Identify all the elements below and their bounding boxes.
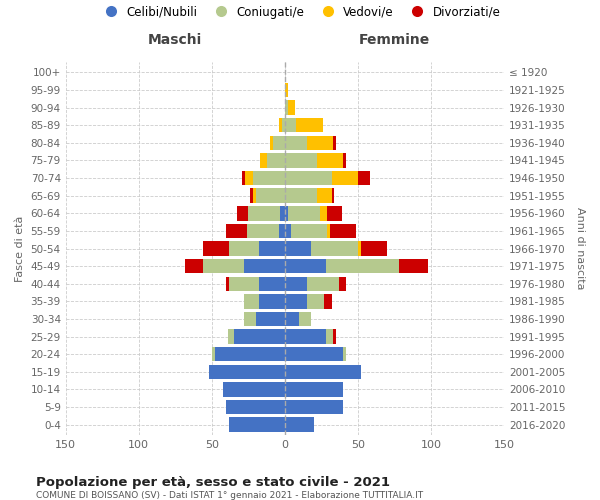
Y-axis label: Fasce di età: Fasce di età <box>15 216 25 282</box>
Bar <box>317 188 332 203</box>
Bar <box>256 188 285 203</box>
Bar <box>203 242 229 256</box>
Bar <box>399 259 428 274</box>
Bar <box>259 276 285 291</box>
Bar <box>242 171 245 186</box>
Bar <box>280 206 285 220</box>
Bar <box>288 100 295 115</box>
Bar <box>285 136 307 150</box>
Bar <box>226 276 229 291</box>
Bar <box>203 259 244 274</box>
Bar <box>332 188 334 203</box>
Bar <box>250 188 253 203</box>
Bar <box>273 136 285 150</box>
Bar <box>285 83 288 98</box>
Bar <box>311 242 358 256</box>
Bar <box>290 224 327 238</box>
Bar <box>307 294 324 308</box>
Bar <box>229 418 285 432</box>
Bar <box>285 224 290 238</box>
Bar <box>247 224 279 238</box>
Text: COMUNE DI BOISSANO (SV) - Dati ISTAT 1° gennaio 2021 - Elaborazione TUTTITALIA.I: COMUNE DI BOISSANO (SV) - Dati ISTAT 1° … <box>36 491 423 500</box>
Bar <box>361 242 387 256</box>
Bar <box>226 400 285 414</box>
Bar <box>324 294 332 308</box>
Bar <box>326 259 399 274</box>
Bar <box>215 347 285 362</box>
Bar <box>285 364 361 379</box>
Bar <box>358 171 370 186</box>
Bar <box>185 259 203 274</box>
Bar <box>226 224 247 238</box>
Bar <box>317 154 343 168</box>
Bar <box>285 259 326 274</box>
Bar <box>228 330 233 344</box>
Y-axis label: Anni di nascita: Anni di nascita <box>575 208 585 290</box>
Bar <box>244 259 285 274</box>
Bar <box>320 206 327 220</box>
Bar <box>253 171 285 186</box>
Bar <box>285 242 311 256</box>
Bar <box>285 400 343 414</box>
Bar <box>253 188 256 203</box>
Bar <box>285 154 317 168</box>
Bar <box>244 294 259 308</box>
Bar <box>327 206 342 220</box>
Bar <box>288 206 320 220</box>
Bar <box>229 276 259 291</box>
Text: Femmine: Femmine <box>359 33 430 47</box>
Bar <box>285 382 343 396</box>
Bar <box>327 224 330 238</box>
Bar <box>259 242 285 256</box>
Bar <box>285 418 314 432</box>
Bar <box>285 312 299 326</box>
Bar <box>299 312 311 326</box>
Bar <box>333 330 336 344</box>
Bar <box>339 276 346 291</box>
Bar <box>233 330 285 344</box>
Bar <box>212 347 215 362</box>
Bar <box>358 242 361 256</box>
Bar <box>296 118 323 132</box>
Bar <box>244 312 256 326</box>
Bar <box>285 347 343 362</box>
Bar <box>285 188 317 203</box>
Bar <box>260 154 267 168</box>
Bar <box>279 118 282 132</box>
Bar <box>332 171 358 186</box>
Bar <box>333 136 336 150</box>
Bar <box>285 276 307 291</box>
Bar <box>248 206 280 220</box>
Bar <box>285 118 296 132</box>
Bar <box>307 276 339 291</box>
Bar <box>256 312 285 326</box>
Bar <box>307 136 333 150</box>
Bar <box>343 154 346 168</box>
Bar <box>279 224 285 238</box>
Bar <box>285 330 326 344</box>
Bar <box>267 154 285 168</box>
Bar <box>326 330 333 344</box>
Bar <box>223 382 285 396</box>
Bar <box>229 242 259 256</box>
Bar <box>259 294 285 308</box>
Bar <box>343 347 346 362</box>
Text: Popolazione per età, sesso e stato civile - 2021: Popolazione per età, sesso e stato civil… <box>36 476 390 489</box>
Bar <box>209 364 285 379</box>
Bar <box>285 100 288 115</box>
Bar <box>270 136 273 150</box>
Bar <box>285 171 332 186</box>
Bar <box>285 206 288 220</box>
Bar <box>282 118 285 132</box>
Bar <box>236 206 248 220</box>
Legend: Celibi/Nubili, Coniugati/e, Vedovi/e, Divorziati/e: Celibi/Nubili, Coniugati/e, Vedovi/e, Di… <box>95 1 505 24</box>
Bar <box>285 294 307 308</box>
Bar <box>330 224 356 238</box>
Text: Maschi: Maschi <box>148 33 202 47</box>
Bar <box>245 171 253 186</box>
